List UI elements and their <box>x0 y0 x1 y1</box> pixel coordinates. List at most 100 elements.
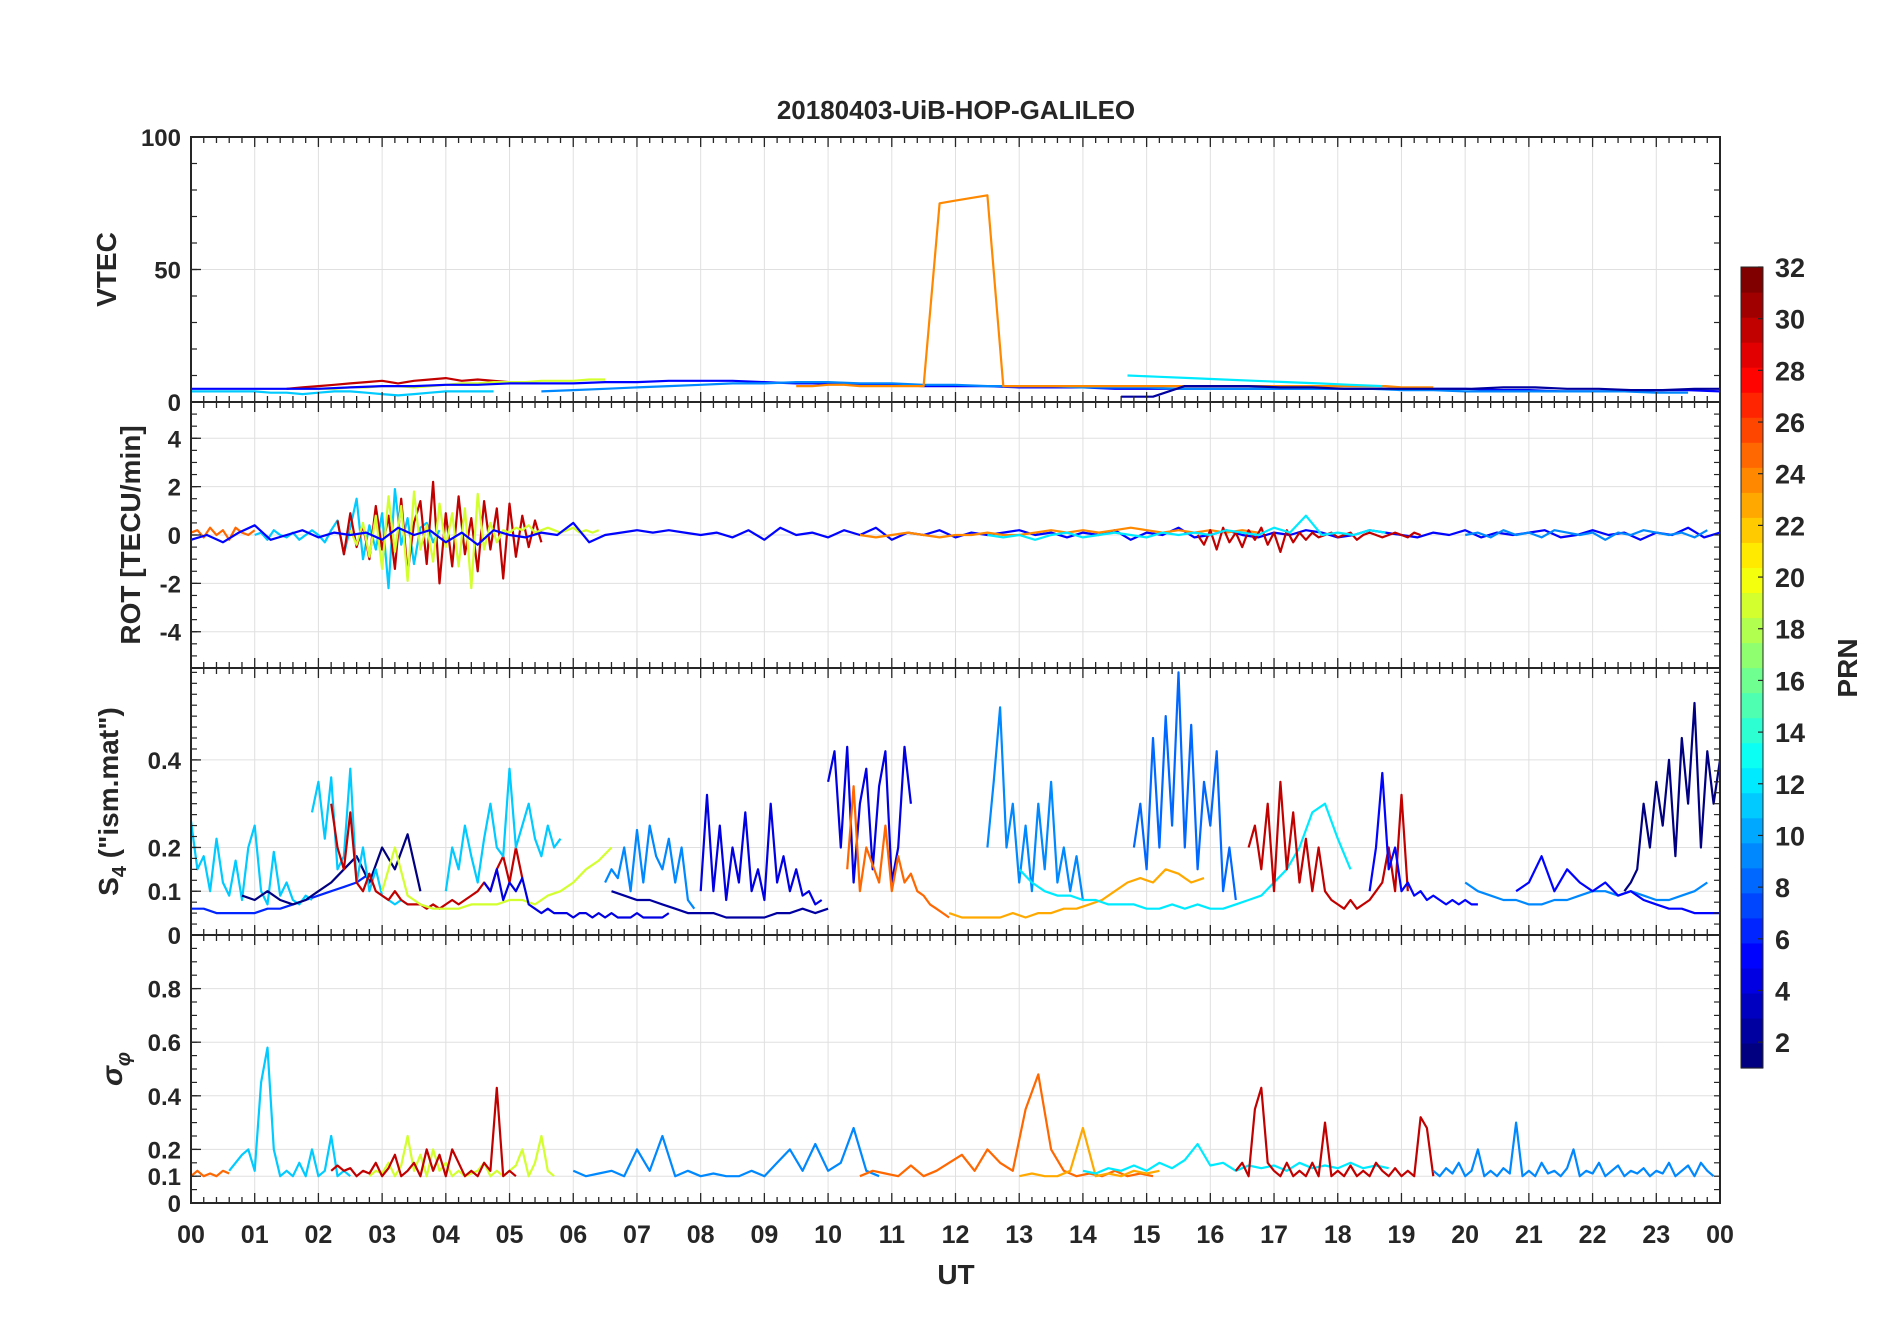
x-tick-label: 22 <box>1579 1221 1607 1249</box>
series-group <box>191 194 1720 398</box>
colorbar-band <box>1741 1017 1763 1044</box>
y-tick-label: 0.2 <box>148 1137 181 1164</box>
y-tick-label: 0.2 <box>148 835 181 862</box>
y-tick-label: 0.4 <box>148 748 182 775</box>
colorbar-band <box>1741 367 1763 393</box>
colorbar-band <box>1741 967 1763 994</box>
series-line-prn-12 <box>1127 374 1383 388</box>
colorbar-tick-label: 4 <box>1775 976 1790 1006</box>
x-tick-label: 16 <box>1196 1221 1224 1249</box>
series-line-prn-12 <box>987 514 1386 541</box>
colorbar-tick-label: 24 <box>1775 460 1805 490</box>
x-tick-label: 23 <box>1642 1221 1670 1249</box>
series-line-prn-9 <box>986 706 1084 901</box>
colorbar-band <box>1741 942 1763 969</box>
series-line-prn-6 <box>191 872 371 915</box>
x-tick-label: 00 <box>177 1221 205 1249</box>
x-tick-label: 02 <box>305 1221 333 1249</box>
series-line-prn-9 <box>604 824 696 910</box>
colorbar-frame <box>1740 266 1764 1069</box>
x-tick-label: 13 <box>1005 1221 1033 1249</box>
y-tick-label: 0.8 <box>148 977 181 1004</box>
series-line-prn-19 <box>381 846 613 910</box>
y-axis-label-rest: ("ism.mat") <box>93 707 124 866</box>
series-line-prn-11 <box>191 390 494 397</box>
x-tick-label: 21 <box>1515 1221 1543 1249</box>
y-tick-label: 0.4 <box>148 1084 182 1111</box>
colorbar-band <box>1741 442 1763 468</box>
colorbar-tick-label: 2 <box>1775 1028 1790 1058</box>
colorbar-band <box>1741 417 1763 443</box>
x-tick-labels: 00 01 02 03 04 05 06 07 08 09 10 11 12 13 14 15 16 17 18 19… <box>177 1221 1734 1249</box>
colorbar-tick-label: 18 <box>1775 615 1805 645</box>
colorbar-band <box>1741 792 1763 819</box>
panel-0: 0 50 100 VTEC <box>91 125 1721 417</box>
y-tick-label: 4 <box>168 426 182 453</box>
colorbar-tick-label: 12 <box>1775 770 1805 800</box>
x-tick-label: 18 <box>1324 1221 1352 1249</box>
x-tick-label: 09 <box>750 1221 778 1249</box>
y-axis-label-sub: φ <box>113 1052 135 1066</box>
x-tick-label: 12 <box>942 1221 970 1249</box>
x-tick-label: 01 <box>241 1221 269 1249</box>
colorbar-band <box>1741 742 1763 769</box>
panel-1: -4 -2 0 2 4 ROT [TECU/min] <box>115 401 1721 669</box>
y-axis-label-sub: 4 <box>109 865 131 877</box>
y-axis-label: ROT [TECU/min] <box>115 425 146 644</box>
series-line-prn-25 <box>191 1169 230 1178</box>
colorbar-band <box>1741 567 1763 594</box>
series-line-prn-25 <box>846 785 950 919</box>
series-line-prn-5 <box>1368 771 1478 906</box>
colorbar-band <box>1741 667 1763 694</box>
y-tick-label: 0 <box>168 523 181 550</box>
x-tick-label: 07 <box>623 1221 651 1249</box>
series-line-prn-5 <box>1515 855 1720 915</box>
colorbar-band <box>1741 492 1763 518</box>
y-axis-label: VTEC <box>91 232 122 307</box>
colorbar-band <box>1741 592 1763 619</box>
colorbar-band <box>1741 542 1763 568</box>
y-tick-label: 0 <box>168 923 181 950</box>
x-tick-label: 04 <box>432 1221 460 1249</box>
series-line-prn-30 <box>1247 780 1409 910</box>
colorbar-tick-label: 32 <box>1775 253 1805 283</box>
y-tick-label: 0.1 <box>148 1164 181 1191</box>
colorbar-band <box>1741 692 1763 719</box>
series-line-prn-4 <box>699 793 823 906</box>
colorbar-band <box>1741 517 1763 543</box>
series-line-prn-1 <box>1623 701 1720 892</box>
colorbar-band <box>1741 317 1763 343</box>
y-tick-label: 0.6 <box>148 1030 181 1057</box>
colorbar-band <box>1741 617 1763 644</box>
series-line-prn-9 <box>1464 881 1708 906</box>
colorbar-band <box>1741 267 1763 293</box>
x-tick-label: 00 <box>1706 1221 1734 1249</box>
colorbar-band <box>1741 717 1763 744</box>
y-tick-label: 2 <box>168 475 181 502</box>
colorbar-tick-label: 16 <box>1775 666 1805 696</box>
x-tick-label: 06 <box>559 1221 587 1249</box>
x-tick-label: 15 <box>1133 1221 1161 1249</box>
colorbar-band <box>1741 642 1763 669</box>
colorbar-tick-label: 20 <box>1775 563 1805 593</box>
x-tick-label: 08 <box>687 1221 715 1249</box>
colorbar-band <box>1741 1042 1763 1069</box>
colorbar-tick-label: 10 <box>1775 821 1805 851</box>
series-line-prn-8 <box>1132 671 1237 901</box>
x-tick-label: 20 <box>1451 1221 1479 1249</box>
colorbar-tick-label: 6 <box>1775 925 1790 955</box>
series-line-prn-9 <box>1464 529 1708 541</box>
series-line-prn-11 <box>191 821 313 906</box>
colorbar-tick-label: 30 <box>1775 305 1805 335</box>
colorbar-tick-label: 14 <box>1775 718 1805 748</box>
y-tick-label: 100 <box>141 125 181 152</box>
x-tick-label: 11 <box>879 1221 906 1249</box>
series-group <box>191 480 1720 590</box>
colorbar-band <box>1741 992 1763 1019</box>
colorbar-band <box>1741 842 1763 869</box>
colorbar-tick-label: 26 <box>1775 408 1805 438</box>
series-line-prn-2 <box>611 890 829 919</box>
series-line-prn-24 <box>796 194 1434 389</box>
